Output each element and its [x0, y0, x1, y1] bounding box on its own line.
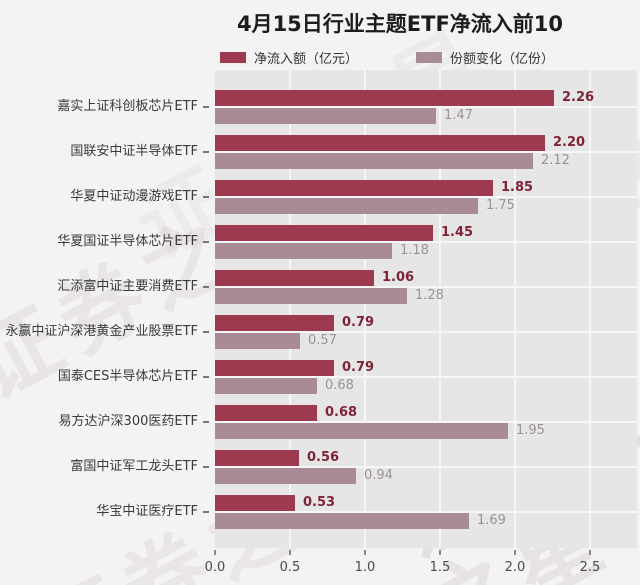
category-label: 华宝中证医疗ETF: [96, 504, 198, 519]
y-axis-tick: [203, 241, 209, 243]
bar-share-change: [215, 423, 508, 439]
plot-area: 2.26 1.47 2.20 2.12 1.85 1.75 1.45 1.18 1.06 1.28…: [215, 70, 637, 548]
x-axis-tick-label: 2.0: [504, 560, 526, 575]
category-label: 华夏中证动漫游戏ETF: [70, 189, 198, 204]
y-gridline: [215, 376, 637, 378]
value-label-net-inflow: 0.79: [342, 360, 375, 375]
x-gridline: [514, 70, 516, 548]
y-axis-tick: [203, 421, 209, 423]
bar-share-change: [215, 243, 392, 259]
value-label-share-change: 1.28: [415, 288, 444, 303]
value-label-share-change: 0.68: [325, 378, 354, 393]
value-label-net-inflow: 2.20: [553, 135, 586, 150]
value-label-share-change: 0.57: [308, 333, 337, 348]
x-axis-tick: [439, 550, 441, 555]
x-axis-tick: [589, 550, 591, 555]
x-axis-tick: [514, 550, 516, 555]
x-axis-tick-label: 2.5: [579, 560, 601, 575]
value-label-share-change: 1.18: [400, 243, 429, 258]
value-label-net-inflow: 1.06: [382, 270, 415, 285]
y-gridline: [215, 196, 637, 198]
value-label-net-inflow: 0.79: [342, 315, 375, 330]
chart-title: 4月15日行业主题ETF净流入前10: [236, 12, 564, 36]
value-label-net-inflow: 0.53: [303, 495, 336, 510]
bar-net-inflow: [215, 135, 545, 151]
bar-net-inflow: [215, 405, 317, 421]
value-label-net-inflow: 0.56: [307, 450, 340, 465]
bar-share-change: [215, 108, 436, 124]
chart-legend: 净流入额（亿元） 份额变化（亿份）: [220, 48, 554, 67]
bar-share-change: [215, 468, 356, 484]
x-axis-tick-label: 0.0: [204, 560, 226, 575]
x-axis-tick: [364, 550, 366, 555]
y-gridline: [215, 466, 637, 468]
bar-net-inflow: [215, 450, 299, 466]
category-label: 永赢中证沪深港黄金产业股票ETF: [5, 324, 198, 339]
y-axis-tick: [203, 466, 209, 468]
bar-net-inflow: [215, 270, 374, 286]
category-label: 国联安中证半导体ETF: [70, 144, 198, 159]
y-axis-tick: [203, 196, 209, 198]
category-label: 华夏国证半导体芯片ETF: [57, 234, 198, 249]
bar-net-inflow: [215, 360, 334, 376]
value-label-net-inflow: 1.45: [441, 225, 474, 240]
bar-share-change: [215, 288, 407, 304]
x-axis-tick-label: 0.5: [279, 560, 301, 575]
x-gridline: [364, 70, 366, 548]
y-axis-tick: [203, 331, 209, 333]
y-axis-tick: [203, 286, 209, 288]
y-gridline: [215, 106, 637, 108]
bar-net-inflow: [215, 225, 433, 241]
value-label-share-change: 2.12: [541, 153, 570, 168]
legend-label-net-inflow: 净流入额（亿元）: [254, 52, 359, 67]
legend-swatch-net-inflow: [220, 52, 246, 63]
y-gridline: [215, 331, 637, 333]
bar-share-change: [215, 378, 317, 394]
category-label: 富国中证军工龙头ETF: [70, 459, 198, 474]
category-label: 汇添富中证主要消费ETF: [57, 279, 198, 294]
bar-share-change: [215, 153, 533, 169]
y-gridline: [215, 151, 637, 153]
bar-share-change: [215, 333, 300, 349]
category-label: 易方达沪深300医药ETF: [58, 414, 198, 429]
y-gridline: [215, 286, 637, 288]
value-label-net-inflow: 2.26: [562, 90, 595, 105]
x-axis-tick-label: 1.5: [429, 560, 451, 575]
value-label-net-inflow: 1.85: [501, 180, 534, 195]
y-axis-tick: [203, 106, 209, 108]
value-label-share-change: 0.94: [364, 468, 393, 483]
x-axis-tick: [214, 550, 216, 555]
x-gridline: [439, 70, 441, 548]
y-axis-tick: [203, 511, 209, 513]
legend-item-share-change: 份额变化（亿份）: [416, 48, 554, 67]
x-axis-tick: [289, 550, 291, 555]
bar-share-change: [215, 513, 469, 529]
category-label: 嘉实上证科创板芯片ETF: [57, 99, 198, 114]
value-label-share-change: 1.47: [444, 108, 473, 123]
y-axis-tick: [203, 376, 209, 378]
legend-swatch-share-change: [416, 52, 443, 63]
y-axis-tick: [203, 151, 209, 153]
x-axis-tick-label: 1.0: [354, 560, 376, 575]
bar-net-inflow: [215, 315, 334, 331]
bar-net-inflow: [215, 90, 554, 106]
category-label: 国泰CES半导体芯片ETF: [57, 369, 198, 384]
y-gridline: [215, 241, 637, 243]
legend-label-share-change: 份额变化（亿份）: [450, 52, 555, 67]
bar-share-change: [215, 198, 478, 214]
x-gridline: [289, 70, 291, 548]
bar-net-inflow: [215, 495, 295, 511]
value-label-share-change: 1.69: [477, 513, 506, 528]
value-label-share-change: 1.75: [486, 198, 515, 213]
legend-item-net-inflow: 净流入额（亿元）: [220, 48, 358, 67]
value-label-share-change: 1.95: [516, 423, 545, 438]
x-gridline: [589, 70, 591, 548]
y-gridline: [215, 511, 637, 513]
y-gridline: [215, 421, 637, 423]
bar-net-inflow: [215, 180, 493, 196]
value-label-net-inflow: 0.68: [325, 405, 358, 420]
